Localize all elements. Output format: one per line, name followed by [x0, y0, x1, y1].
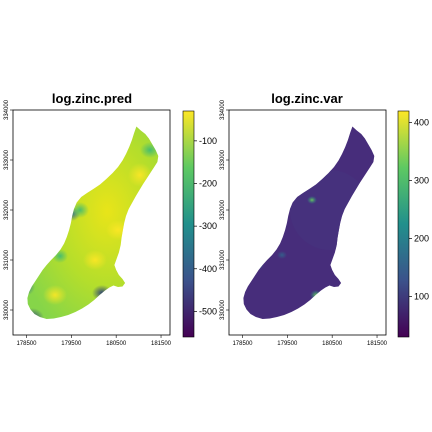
colorbar-tick-label: 400: [414, 118, 429, 128]
y-tick-label: 334000: [4, 99, 10, 120]
axis-ticks: 178500 179500 180500 181500 330000 331000 3320…: [220, 99, 388, 347]
low-value-spot: [27, 278, 35, 296]
panel-log-zinc-var: log.zinc.var 178500 179500 180500 181500 330…: [220, 91, 429, 347]
variance-surface: [233, 126, 385, 319]
colorbar-ticks: -100 -200 -300 -400 -500: [194, 136, 217, 316]
colorbar-tick-label: -400: [199, 264, 217, 274]
x-tick-label: 178500: [232, 341, 253, 347]
y-tick-label: 333000: [4, 149, 10, 170]
colorbar-tick-label: 300: [414, 176, 429, 186]
x-tick-label: 178500: [16, 341, 37, 347]
y-tick-label: 331000: [4, 249, 10, 270]
high-value-spot: [128, 163, 152, 187]
surface-shade: [290, 170, 370, 250]
panel-log-zinc-pred: log.zinc.pred 178500 179500 180500 181500 33…: [4, 91, 217, 347]
chart-title: log.zinc.var: [271, 91, 343, 106]
plot-frame: [228, 109, 387, 336]
y-tick-label: 332000: [220, 199, 226, 220]
prediction-surface: [27, 126, 159, 319]
colorbar: -100 -200 -300 -400 -500: [182, 110, 217, 338]
colorbar-ramp: [397, 110, 410, 338]
mid-variance-spot: [252, 260, 264, 270]
mid-value-spot: [52, 249, 68, 263]
colorbar-tick-label: 200: [414, 233, 429, 243]
x-tick-label: 181500: [151, 341, 172, 347]
colorbar-tick-label: -100: [199, 136, 217, 146]
high-value-spot: [43, 285, 67, 305]
x-tick-label: 179500: [61, 341, 82, 347]
mid-value-spot: [140, 142, 159, 158]
x-tick-label: 179500: [277, 341, 298, 347]
x-tick-label: 180500: [106, 341, 127, 347]
colorbar-tick-label: 100: [414, 291, 429, 301]
colorbar-tick-label: -500: [199, 306, 217, 316]
y-tick-label: 333000: [220, 149, 226, 170]
colorbar-ramp: [182, 110, 195, 338]
mid-value-spot: [113, 291, 127, 309]
y-tick-label: 331000: [220, 249, 226, 270]
y-tick-label: 330000: [4, 299, 10, 320]
colorbar-tick-label: -200: [199, 178, 217, 188]
low-value-spot: [92, 285, 112, 301]
high-value-spot: [106, 220, 130, 240]
high-variance-spot: [307, 196, 317, 204]
axis-ticks: 178500 179500 180500 181500 330000 331000 3320…: [4, 99, 172, 347]
chart-title: log.zinc.pred: [52, 91, 132, 106]
y-tick-label: 332000: [4, 199, 10, 220]
high-value-spot: [83, 250, 107, 270]
mid-variance-spot: [233, 295, 243, 305]
low-value-spot: [27, 308, 44, 319]
plot-frame: [12, 109, 171, 336]
mid-variance-spot: [375, 151, 385, 159]
y-tick-label: 334000: [220, 99, 226, 120]
mid-variance-spot: [277, 251, 287, 259]
y-tick-label: 330000: [220, 299, 226, 320]
high-variance-spot: [310, 290, 322, 300]
colorbar: 400 300 200 100: [397, 110, 429, 338]
colorbar-ticks: 400 300 200 100: [409, 118, 429, 301]
x-tick-label: 181500: [367, 341, 388, 347]
x-tick-label: 180500: [322, 341, 343, 347]
mid-value-spot: [71, 202, 89, 218]
colorbar-tick-label: -300: [199, 221, 217, 231]
mid-value-spot: [78, 311, 102, 319]
